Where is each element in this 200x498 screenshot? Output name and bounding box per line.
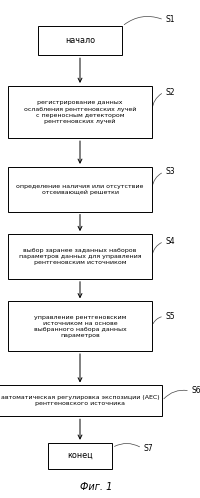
Bar	[8, 86, 152, 138]
Text: S3: S3	[166, 167, 176, 176]
Text: автоматическая регулировка экспозиции (AEC)
рентгеновского источника: автоматическая регулировка экспозиции (A…	[1, 395, 159, 406]
FancyArrowPatch shape	[153, 317, 161, 324]
Text: S7: S7	[144, 444, 154, 453]
Text: S1: S1	[166, 15, 176, 24]
FancyArrowPatch shape	[114, 443, 140, 447]
Text: S5: S5	[166, 312, 176, 321]
Text: S4: S4	[166, 237, 176, 246]
FancyArrowPatch shape	[124, 16, 161, 25]
Text: выбор заранее заданных наборов
параметров данных для управления
рентгеновским ис: выбор заранее заданных наборов параметро…	[19, 248, 141, 265]
Text: начало: начало	[65, 36, 95, 45]
Text: Фиг. 1: Фиг. 1	[80, 482, 112, 492]
Bar	[8, 301, 152, 351]
FancyArrowPatch shape	[153, 243, 161, 254]
Bar	[0, 385, 162, 416]
Text: S2: S2	[166, 88, 176, 97]
Text: определение наличия или отсутствие
отсеивающей решетки: определение наличия или отсутствие отсеи…	[16, 184, 144, 195]
Bar	[8, 234, 152, 279]
Text: конец: конец	[67, 451, 93, 460]
Text: регистрирование данных
ослабления рентгеновских лучей
с переносным детектором
ре: регистрирование данных ослабления рентге…	[24, 101, 136, 124]
FancyArrowPatch shape	[164, 390, 187, 399]
Bar	[38, 26, 122, 55]
FancyArrowPatch shape	[152, 94, 162, 109]
Text: управление рентгеновским
источником на основе
выбранного набора данных
параметро: управление рентгеновским источником на о…	[34, 315, 126, 338]
Bar	[48, 443, 112, 469]
FancyArrowPatch shape	[152, 173, 162, 186]
Bar	[8, 167, 152, 212]
Text: S6: S6	[192, 386, 200, 395]
